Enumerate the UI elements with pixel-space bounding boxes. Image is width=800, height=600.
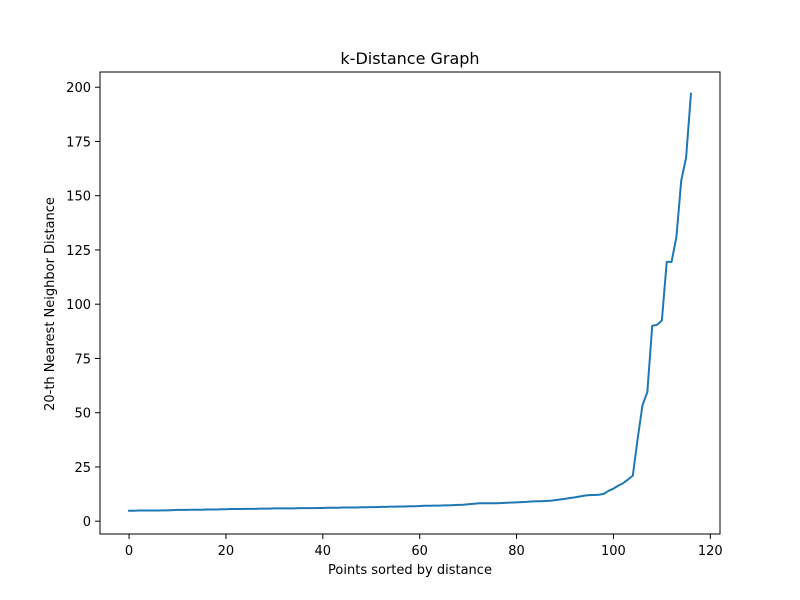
y-tick-label: 100 [66, 298, 91, 313]
y-tick-label: 0 [83, 515, 91, 530]
axes-frame [99, 71, 721, 535]
y-tick-label: 150 [66, 190, 91, 205]
y-tick-label: 200 [66, 81, 91, 96]
y-tick-label: 75 [74, 352, 91, 367]
x-tick-label: 100 [601, 544, 626, 559]
x-axis-label: Points sorted by distance [328, 563, 492, 578]
y-tick-label: 25 [74, 461, 91, 476]
chart-title: k-Distance Graph [340, 49, 479, 68]
x-tick-label: 80 [508, 544, 525, 559]
y-tick-label: 175 [66, 135, 91, 150]
y-tick-label: 125 [66, 244, 91, 259]
axes: 0 20 40 60 80 100 120 0 25 50 75 100 125 150 175 200 [66, 71, 723, 559]
y-tick-label: 50 [74, 407, 91, 422]
y-axis-label: 20-th Nearest Neighbor Distance [43, 197, 58, 411]
x-tick-label: 20 [218, 544, 235, 559]
x-tick-label: 40 [315, 544, 332, 559]
x-tick-label: 60 [411, 544, 428, 559]
series-line-0 [128, 92, 693, 512]
x-tick-label: 120 [698, 544, 723, 559]
x-tick-label: 0 [125, 544, 133, 559]
plot-area [128, 92, 693, 512]
